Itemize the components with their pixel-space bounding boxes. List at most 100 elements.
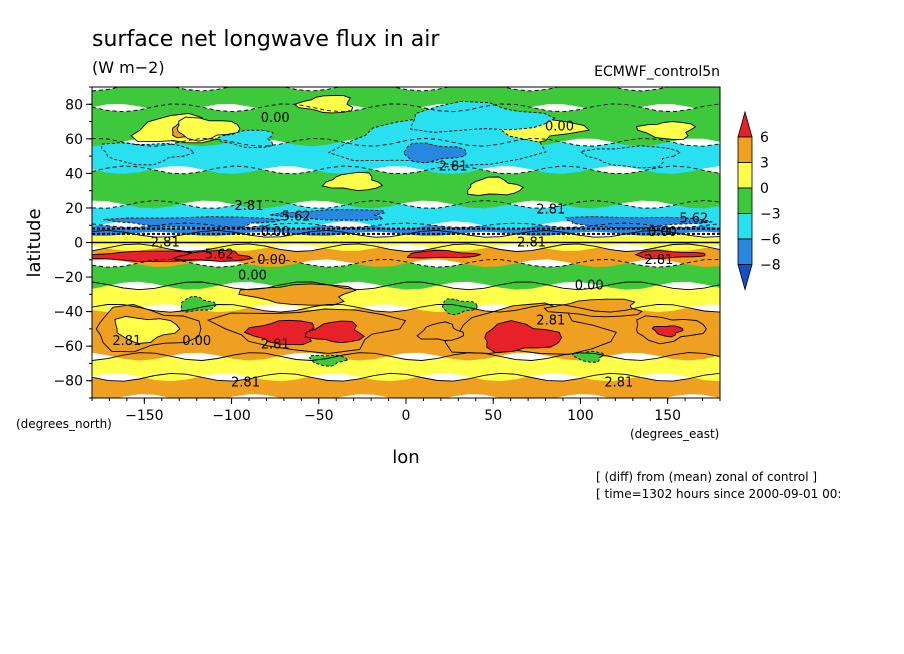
y-axis-label: latitude: [24, 208, 45, 277]
patch-34: [565, 216, 713, 229]
band-7: [92, 223, 720, 236]
patch-13: [467, 176, 524, 196]
patch-8: [402, 142, 467, 164]
colorbar-label: −6: [760, 232, 781, 248]
contour-line-3: [92, 281, 720, 291]
note-time: [ time=1302 hours since 2000-09-01 00:: [596, 487, 841, 501]
contour-label: 0.00: [182, 334, 211, 349]
patch-25: [416, 321, 464, 341]
contour-lines: [92, 87, 720, 382]
x-tick-label: 50: [484, 408, 502, 424]
band-12: [92, 87, 720, 112]
contour-line-5: [92, 243, 720, 252]
contour-label: 2.81: [261, 337, 290, 352]
contour-label: 0.00: [238, 268, 267, 283]
y-tick-label: −40: [53, 305, 83, 321]
colorbar-label: 3: [760, 156, 769, 172]
y-tick-label: 80: [65, 97, 83, 113]
patch-18: [304, 320, 365, 344]
colorbar-segment: [737, 136, 753, 163]
x-tick-label: 150: [654, 408, 681, 424]
contour-line-6: [92, 229, 720, 238]
contour-label: 5.62: [205, 248, 234, 263]
contour-label: 2.81: [112, 334, 141, 349]
contour-line-0: [92, 372, 720, 382]
colorbar-segment: [737, 162, 753, 189]
contour-label: 2.81: [644, 253, 673, 268]
contour-line-1: [92, 352, 720, 361]
contour-label: 2.81: [536, 203, 565, 218]
y-unit-label: (degrees_north): [16, 417, 112, 431]
contour-label: 0.00: [257, 253, 286, 268]
colorbar-segment: [737, 213, 753, 240]
contour-label: 5.62: [679, 211, 708, 226]
colorbar-segment: [737, 238, 753, 265]
colorbar-segment: [737, 187, 753, 214]
dataset-label: ECMWF_control5n: [594, 64, 720, 80]
contour-line-4: [92, 258, 720, 268]
x-tick-label: −150: [125, 408, 163, 424]
patch-4: [636, 121, 697, 140]
patch-9: [101, 142, 196, 166]
patch-32: [406, 250, 481, 259]
patch-35: [103, 216, 283, 229]
y-tick-label: 20: [65, 201, 83, 217]
band-9: [92, 166, 720, 209]
band-4: [92, 259, 720, 290]
x-tick-label: −50: [304, 408, 334, 424]
chart-title: surface net longwave flux in air: [92, 27, 440, 52]
patch-7: [409, 100, 556, 133]
x-tick-label: 0: [402, 408, 411, 424]
patch-17: [243, 319, 315, 346]
patch-33: [634, 250, 706, 260]
patch-10: [579, 145, 682, 169]
plot-area: [92, 87, 720, 398]
colorbar-top-arrow: [737, 110, 753, 138]
contour-line-8: [92, 200, 720, 209]
chart-units: (W m−2): [92, 58, 165, 77]
contour-label: 0.00: [575, 279, 604, 294]
patch-24: [543, 298, 643, 318]
band-6: [92, 230, 720, 251]
colorbar: 6 3 0 −3 −6 −8: [737, 110, 781, 291]
y-axis: −80 −60 −40 −20 0 20 40 60 80: [53, 86, 92, 399]
contour-label: 0.00: [261, 111, 290, 126]
contour-label: 0.00: [545, 120, 574, 135]
patch-36: [269, 209, 385, 221]
y-tick-label: 0: [74, 236, 83, 252]
y-tick-label: −20: [53, 270, 83, 286]
x-tick-label: 100: [567, 408, 594, 424]
colorbar-label: 6: [760, 130, 769, 146]
colorbar-label: 0: [760, 181, 769, 197]
x-axis-label: lon: [392, 447, 419, 468]
patch-11: [214, 129, 274, 148]
contour-line-9: [92, 165, 720, 175]
patch-22: [651, 325, 684, 338]
x-axis: −150 −100 −50 0 50 100 150: [91, 398, 721, 424]
x-unit-label: (degrees_east): [630, 427, 719, 441]
contour-line-7: [92, 222, 720, 228]
contour-line-2: [92, 303, 720, 313]
contour-label: 2.81: [439, 159, 468, 174]
patch-28: [309, 354, 349, 367]
contour-label: 2.81: [604, 375, 633, 390]
y-tick-label: −80: [53, 374, 83, 390]
y-tick-label: −60: [53, 339, 83, 355]
contour-label: 2.81: [536, 313, 565, 328]
contour-labels: 0.000.002.812.815.62 2.815.620.00 0.002.81…: [112, 111, 708, 390]
contour-label: 2.81: [517, 236, 546, 251]
y-tick-label: 40: [65, 166, 83, 182]
colorbar-label: −3: [760, 207, 781, 223]
patch-27: [441, 298, 478, 316]
patch-2: [176, 116, 241, 142]
note-diff: [ (diff) from (mean) zonal of control ]: [596, 470, 817, 484]
x-tick-label: −100: [212, 408, 250, 424]
patch-15: [114, 315, 181, 344]
contour-line-11: [92, 103, 720, 113]
y-tick-label: 60: [65, 132, 83, 148]
contour-label: 5.62: [282, 210, 311, 225]
band-0: [92, 373, 720, 398]
colorbar-bottom-arrow: [737, 264, 753, 291]
